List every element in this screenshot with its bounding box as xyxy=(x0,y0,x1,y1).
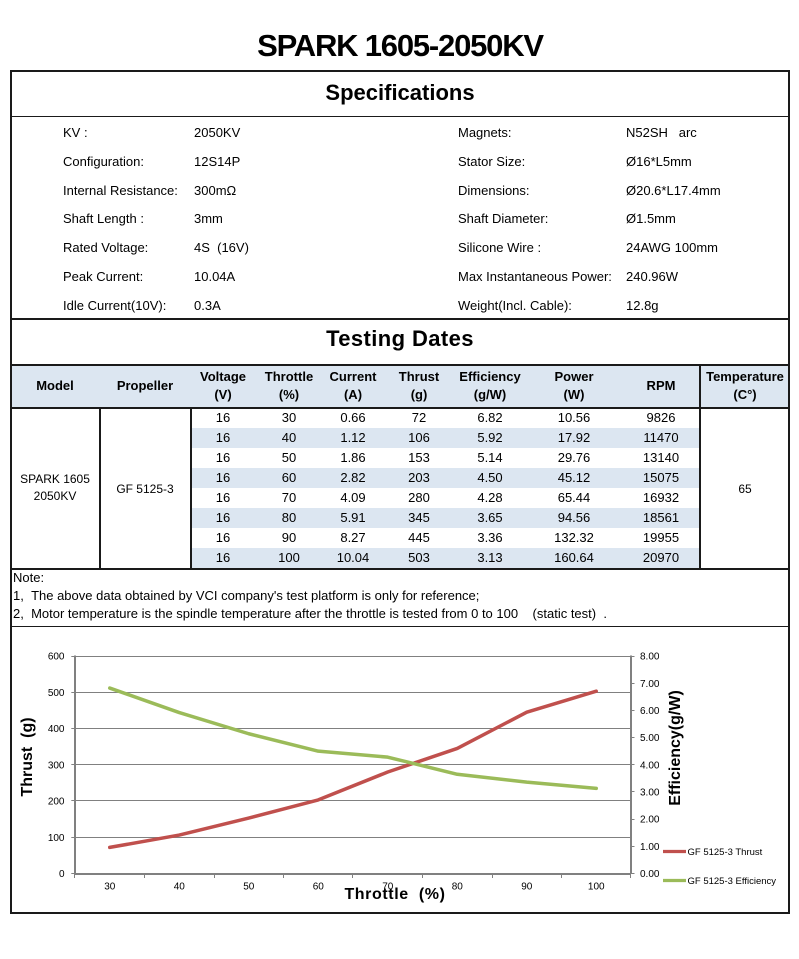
svg-text:3.00: 3.00 xyxy=(640,788,660,799)
svg-text:500: 500 xyxy=(48,688,65,699)
svg-text:40: 40 xyxy=(174,882,186,893)
svg-text:80: 80 xyxy=(452,882,464,893)
svg-text:0: 0 xyxy=(59,869,65,880)
svg-text:8.00: 8.00 xyxy=(640,652,660,663)
svg-text:5.00: 5.00 xyxy=(640,733,660,744)
svg-text:2.00: 2.00 xyxy=(640,815,660,826)
svg-text:100: 100 xyxy=(48,833,65,844)
svg-text:400: 400 xyxy=(48,724,65,735)
svg-text:6.00: 6.00 xyxy=(640,706,660,717)
svg-text:30: 30 xyxy=(104,882,116,893)
svg-text:90: 90 xyxy=(521,882,533,893)
svg-text:Throttle (%): Throttle (%) xyxy=(344,886,445,903)
svg-text:7.00: 7.00 xyxy=(640,679,660,690)
svg-text:200: 200 xyxy=(48,797,65,808)
svg-text:GF 5125-3 Efficiency: GF 5125-3 Efficiency xyxy=(688,876,777,887)
svg-text:0.00: 0.00 xyxy=(640,869,660,880)
svg-text:300: 300 xyxy=(48,760,65,771)
svg-text:4.00: 4.00 xyxy=(640,760,660,771)
svg-text:100: 100 xyxy=(588,882,605,893)
svg-text:60: 60 xyxy=(313,882,325,893)
svg-text:1.00: 1.00 xyxy=(640,842,660,853)
svg-text:600: 600 xyxy=(48,652,65,663)
svg-text:70: 70 xyxy=(382,882,394,893)
svg-text:Thrust (g): Thrust (g) xyxy=(19,717,36,796)
svg-text:GF 5125-3 Thrust: GF 5125-3 Thrust xyxy=(688,847,763,858)
svg-text:Efficiency(g/W): Efficiency(g/W) xyxy=(667,690,684,806)
svg-text:50: 50 xyxy=(243,882,255,893)
